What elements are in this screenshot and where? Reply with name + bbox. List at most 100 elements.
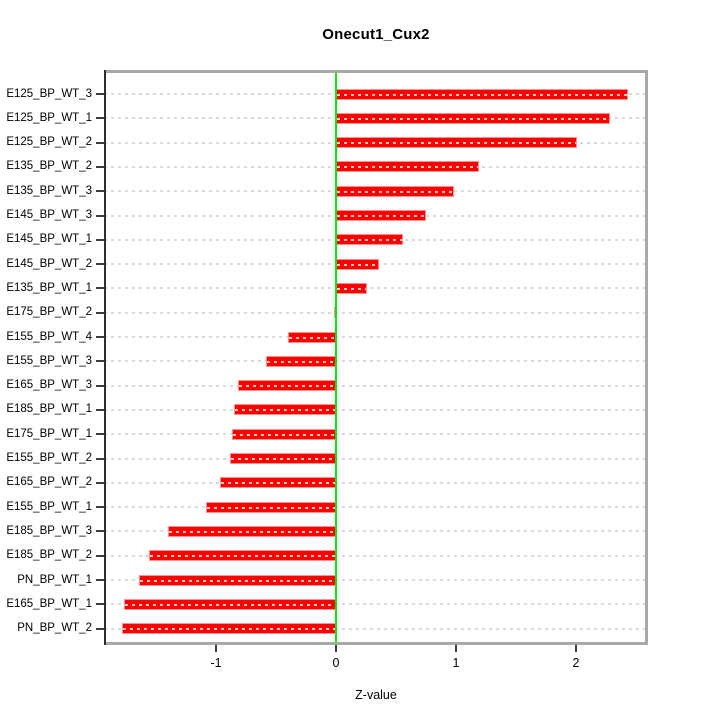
grid-line [104,457,648,460]
grid-line [104,530,648,533]
y-tick [96,117,104,120]
y-label: E135_BP_WT_3 [6,184,92,197]
y-label: E165_BP_WT_2 [6,476,92,489]
y-tick [96,190,104,193]
bar-dash-pattern [235,409,335,412]
x-tick [335,645,337,652]
bar [219,477,336,489]
bar [122,623,336,635]
grid-line [104,481,648,484]
bar [139,574,336,586]
y-label: E155_BP_WT_4 [6,330,92,343]
bar [234,404,336,416]
bar [336,258,380,270]
grid-line [104,360,648,363]
x-tick [215,645,217,652]
bar-dash-pattern [149,555,335,558]
y-label: E155_BP_WT_1 [6,500,92,513]
y-label: E145_BP_WT_1 [6,233,92,246]
bar [336,210,426,221]
bar [230,453,336,464]
bar [266,355,336,367]
y-label: E165_BP_WT_1 [6,597,92,610]
bar [336,161,479,173]
bar-dash-pattern [169,530,335,533]
bar-dash-pattern [337,190,453,193]
y-label: PN_BP_WT_1 [17,573,92,586]
y-tick [96,408,104,411]
bar-dash-pattern [337,166,478,169]
grid-line [104,554,648,557]
y-tick [96,263,104,266]
plot-border-top [104,70,648,73]
y-tick [96,603,104,606]
grid-line [104,311,648,314]
grid-line [104,408,648,411]
y-tick [96,627,104,630]
y-tick [96,93,104,95]
x-tick-label: 1 [452,656,460,670]
plot-border-right [645,70,648,645]
y-tick [96,238,104,241]
grid-line [104,287,648,290]
y-tick [96,481,104,484]
bar-dash-pattern [140,579,335,582]
y-tick [96,141,104,144]
bar-dash-pattern [337,239,403,242]
y-tick [96,433,104,436]
bar [237,380,336,392]
bar-dash-pattern [337,142,577,145]
y-axis-line [104,70,106,645]
x-tick [575,645,577,652]
grid-line [104,627,648,630]
plot-area [96,70,648,652]
bar [336,88,628,100]
grid-line [104,603,648,606]
bar-dash-pattern [124,603,335,606]
bar [288,331,336,343]
x-tick-label: 2 [572,656,580,670]
x-axis-title: Z-value [355,688,397,702]
bar-dash-pattern [337,93,627,96]
bar-dash-pattern [220,482,335,485]
y-tick [96,530,104,533]
bar-dash-pattern [337,287,367,290]
bar-dash-pattern [337,215,425,217]
bar-dash-pattern [337,263,379,266]
x-tick-label: 0 [332,656,340,670]
y-label: E185_BP_WT_1 [6,403,92,416]
y-label: E145_BP_WT_2 [6,257,92,270]
y-label: E155_BP_WT_2 [6,452,92,464]
zero-reference-line [335,70,337,645]
y-label: E175_BP_WT_1 [6,427,92,440]
y-tick [96,579,104,581]
y-tick [96,457,104,460]
y-label: E125_BP_WT_3 [6,87,92,100]
y-tick [96,336,104,338]
x-tick [455,645,457,652]
bar [206,501,336,513]
bar [148,550,336,562]
grid-line [104,336,648,338]
y-label: PN_BP_WT_2 [17,622,92,635]
grid-line [104,433,648,436]
bar [336,137,578,149]
bar-dash-pattern [289,336,335,339]
bar [336,234,404,246]
y-tick [96,165,104,168]
bar-dash-pattern [337,117,609,120]
y-label: E185_BP_WT_3 [6,524,92,537]
bar-dash-pattern [232,433,335,436]
grid-line [104,506,648,509]
bar [123,598,336,610]
y-tick [96,214,104,217]
grid-line [104,579,648,581]
bar [231,428,336,440]
y-label: E165_BP_WT_3 [6,379,92,392]
y-label: E125_BP_WT_1 [6,111,92,124]
bar-dash-pattern [207,506,335,509]
bar [336,282,368,294]
y-label: E125_BP_WT_2 [6,136,92,149]
bar [168,525,336,537]
bar-dash-pattern [267,360,335,363]
